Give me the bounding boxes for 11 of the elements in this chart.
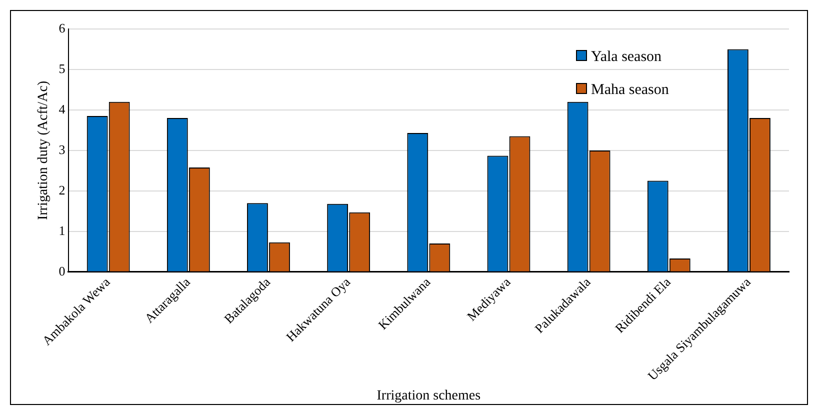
legend-label: Yala season — [590, 48, 663, 67]
legend-label: Maha season — [590, 81, 669, 100]
y-tick-label: 4 — [58, 101, 66, 116]
y-axis-title: Irrigation duty (Acft/Ac) — [36, 80, 52, 220]
y-tick-label: 5 — [58, 60, 66, 76]
x-axis-title: Irrigation schemes — [376, 388, 481, 404]
y-tick-label: 2 — [58, 182, 66, 198]
y-tick-label: 3 — [58, 142, 66, 157]
y-tick-label: 1 — [58, 222, 66, 238]
y-tick-label: 6 — [58, 20, 66, 36]
y-tick-label: 0 — [58, 263, 66, 278]
